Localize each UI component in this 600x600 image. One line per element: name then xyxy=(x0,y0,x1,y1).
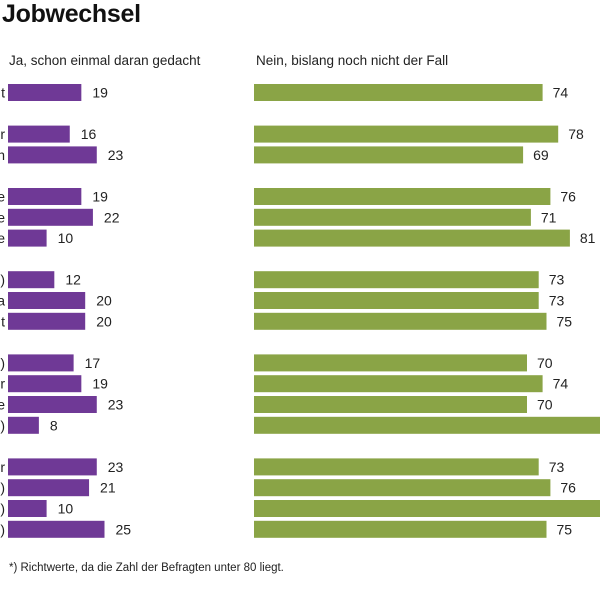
bar-chart: t 19 74 r 16 78 n 23 69 e 19 76 e 22 71 e 10 81) 12 73 a 20 73… xyxy=(0,84,600,538)
bar-no xyxy=(254,354,527,372)
legend-yes: Ja, schon einmal daran gedacht xyxy=(9,53,201,68)
value-label-yes: 23 xyxy=(108,397,124,413)
value-label-yes: 17 xyxy=(85,355,101,371)
bar-no xyxy=(254,458,539,476)
category-label: r xyxy=(0,376,5,392)
value-label-no: 70 xyxy=(537,397,553,413)
value-label-no: 73 xyxy=(549,293,565,309)
bar-no xyxy=(254,479,551,497)
bar-yes xyxy=(8,84,82,101)
value-label-yes: 20 xyxy=(96,293,112,309)
category-label: e xyxy=(0,189,5,205)
bar-yes xyxy=(8,146,97,164)
bar-no xyxy=(254,208,531,226)
bar-no xyxy=(254,416,600,434)
bar-no xyxy=(254,312,547,330)
value-label-no: 75 xyxy=(557,521,573,537)
value-label-yes: 20 xyxy=(96,313,112,329)
value-label-yes: 10 xyxy=(58,501,74,517)
value-label-no: 69 xyxy=(533,147,549,163)
value-label-no: 75 xyxy=(557,313,573,329)
bar-yes xyxy=(8,479,90,497)
bar-no xyxy=(254,500,600,517)
value-label-yes: 10 xyxy=(58,230,74,246)
value-label-no: 81 xyxy=(580,230,596,246)
bar-yes xyxy=(8,500,47,517)
category-label: r xyxy=(0,459,5,475)
bar-no xyxy=(254,292,539,309)
legend-no: Nein, bislang noch nicht der Fall xyxy=(256,53,449,68)
bar-yes xyxy=(8,396,97,413)
footnote: *) Richtwerte, da die Zahl der Befragten… xyxy=(9,562,284,574)
value-label-no: 76 xyxy=(560,189,576,205)
bar-no xyxy=(254,125,559,143)
bar-yes xyxy=(8,229,47,247)
bar-yes xyxy=(8,271,55,289)
bar-no xyxy=(254,188,551,205)
bar-yes xyxy=(8,375,82,393)
category-label: t xyxy=(1,313,5,329)
bar-yes xyxy=(8,208,93,226)
value-label-yes: 19 xyxy=(92,85,108,101)
value-label-yes: 22 xyxy=(104,209,120,225)
category-label: e xyxy=(0,230,5,246)
value-label-yes: 19 xyxy=(92,189,108,205)
bar-no xyxy=(254,229,570,247)
value-label-no: 73 xyxy=(549,272,565,288)
bar-no xyxy=(254,84,543,101)
value-label-no: 70 xyxy=(537,355,553,371)
value-label-no: 78 xyxy=(568,126,584,142)
category-label: e xyxy=(0,397,5,413)
category-label: ) xyxy=(0,272,5,288)
value-label-yes: 21 xyxy=(100,480,116,496)
bar-yes xyxy=(8,188,82,205)
category-label: a xyxy=(0,293,5,309)
category-label: ) xyxy=(0,501,5,517)
bar-no xyxy=(254,271,539,289)
value-label-yes: 25 xyxy=(116,521,132,537)
category-label: ) xyxy=(0,521,5,537)
bar-yes xyxy=(8,416,39,434)
category-label: e xyxy=(0,209,5,225)
value-label-yes: 23 xyxy=(108,147,124,163)
category-label: t xyxy=(1,85,5,101)
value-label-no: 76 xyxy=(560,480,576,496)
value-label-yes: 12 xyxy=(65,272,81,288)
bar-no xyxy=(254,375,543,393)
bar-yes xyxy=(8,520,105,538)
bar-yes xyxy=(8,292,86,309)
value-label-no: 74 xyxy=(553,376,569,392)
bar-no xyxy=(254,396,527,413)
bar-yes xyxy=(8,312,86,330)
category-label: n xyxy=(0,147,5,163)
value-label-yes: 16 xyxy=(81,126,97,142)
category-label: ) xyxy=(0,417,5,433)
category-label: ) xyxy=(0,480,5,496)
category-label: ) xyxy=(0,355,5,371)
value-label-no: 74 xyxy=(553,85,569,101)
chart-title: Jobwechsel xyxy=(2,0,141,28)
value-label-yes: 19 xyxy=(92,376,108,392)
value-label-yes: 23 xyxy=(108,459,124,475)
value-label-no: 73 xyxy=(549,459,565,475)
value-label-yes: 8 xyxy=(50,417,58,433)
bar-no xyxy=(254,520,547,538)
bar-yes xyxy=(8,354,74,372)
bar-yes xyxy=(8,458,97,476)
value-label-no: 71 xyxy=(541,209,557,225)
category-label: r xyxy=(0,126,5,142)
bar-yes xyxy=(8,125,70,143)
bar-no xyxy=(254,146,524,164)
